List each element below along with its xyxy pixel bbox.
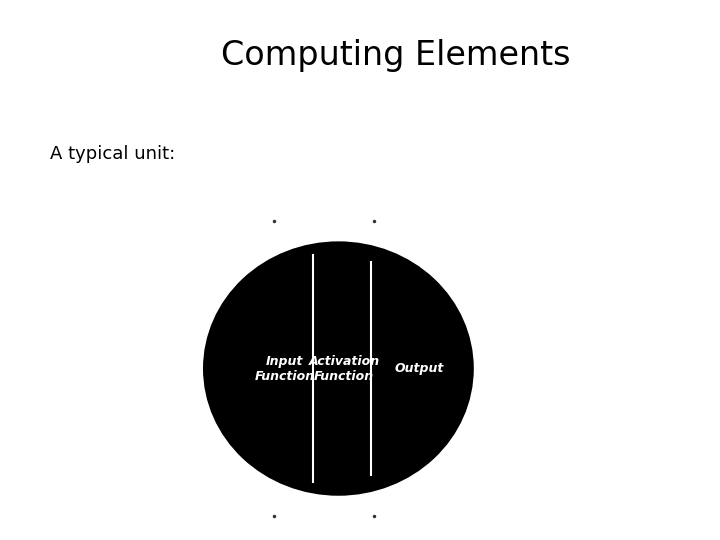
Ellipse shape	[202, 240, 475, 497]
Text: Input: Input	[65, 293, 99, 307]
Text: Computing Elements: Computing Elements	[221, 39, 571, 72]
Text: Links: Links	[551, 430, 585, 444]
Text: Links: Links	[58, 424, 91, 437]
Text: A typical unit:: A typical unit:	[50, 145, 176, 163]
Text: Input
Function: Input Function	[254, 355, 315, 382]
Text: Output: Output	[395, 362, 444, 375]
Text: Activation
Function: Activation Function	[309, 355, 379, 382]
Text: Output: Output	[551, 290, 597, 303]
